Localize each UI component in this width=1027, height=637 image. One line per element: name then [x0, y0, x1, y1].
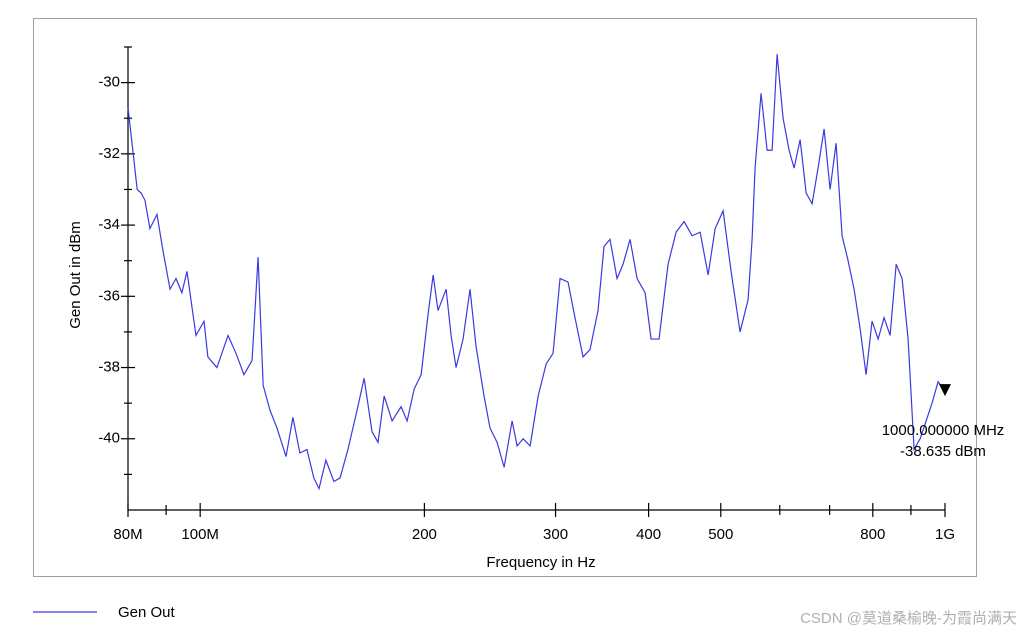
y-tick-label: -36 — [98, 287, 120, 304]
y-tick-label: -30 — [98, 74, 120, 91]
x-tick-label: 400 — [636, 526, 661, 543]
x-tick-label: 1G — [935, 526, 955, 543]
annotation-text: -38.635 dBm — [900, 443, 986, 460]
x-tick-label: 80M — [113, 526, 142, 543]
x-axis-label: Frequency in Hz — [486, 554, 595, 571]
x-tick-label: 100M — [181, 526, 219, 543]
x-tick-label: 200 — [412, 526, 437, 543]
annotation-marker — [939, 384, 951, 397]
y-tick-label: -40 — [98, 430, 120, 447]
y-tick-label: -38 — [98, 359, 120, 376]
y-tick-label: -34 — [98, 216, 120, 233]
legend-label: Gen Out — [118, 604, 176, 621]
y-axis-label: Gen Out in dBm — [67, 221, 84, 329]
plot-frame — [33, 18, 977, 577]
x-tick-label: 300 — [543, 526, 568, 543]
x-tick-label: 500 — [708, 526, 733, 543]
series-line — [127, 54, 946, 491]
watermark: CSDN @莫道桑榆晚-为霞尚满天 — [800, 610, 1017, 627]
x-tick-label: 800 — [860, 526, 885, 543]
annotation-text: 1000.000000 MHz — [882, 422, 1005, 439]
y-tick-label: -32 — [98, 145, 120, 162]
